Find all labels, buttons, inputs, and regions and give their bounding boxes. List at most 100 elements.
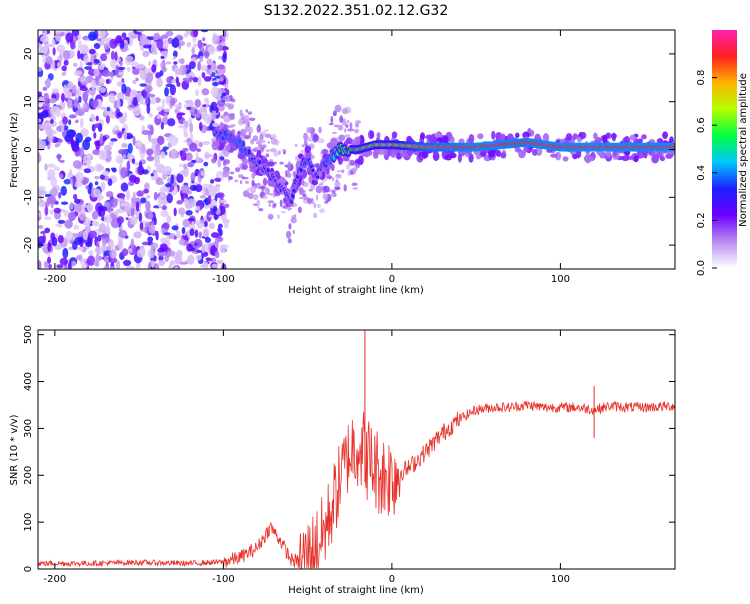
- spectrogram-noise-blob: [51, 236, 58, 247]
- spectrogram-noise-blob: [50, 119, 54, 124]
- spectrogram-noise-blob: [38, 139, 44, 149]
- spectrogram-noise-blob: [64, 90, 73, 99]
- spectrogram-trace-core: [311, 168, 315, 173]
- spectrogram-noise-blob: [223, 115, 230, 123]
- spectrogram-noise-blob: [240, 113, 245, 116]
- spectrogram-trace-halo: [468, 153, 474, 163]
- spectrogram-noise-blob: [222, 53, 227, 63]
- spectrogram-noise-blob: [72, 145, 80, 152]
- spectrogram-noise-blob: [87, 202, 93, 214]
- spectrogram-noise-blob: [153, 217, 157, 226]
- spectrogram-trace-core: [241, 141, 245, 147]
- spectrogram-noise-blob: [223, 167, 228, 176]
- spectrogram-noise-blob: [310, 154, 315, 160]
- spectrogram-noise-blob: [53, 166, 60, 172]
- spectrogram-noise-blob: [189, 228, 195, 237]
- spectrogram-noise-blob: [267, 213, 274, 220]
- spectrogram-noise-blob: [204, 154, 214, 158]
- spectrogram-noise-blob: [185, 209, 193, 216]
- spectrogram-noise-blob: [82, 91, 89, 102]
- spectrogram-noise-blob: [185, 79, 192, 83]
- spectrogram-noise-blob: [146, 104, 151, 115]
- spectrogram-noise-blob: [98, 64, 105, 71]
- spectrogram-noise-blob: [211, 122, 219, 128]
- spectrogram-noise-blob: [197, 39, 203, 49]
- spectrogram-noise-blob: [107, 178, 113, 186]
- spectrogram-noise-blob: [59, 159, 65, 163]
- spectrogram-noise-blob: [200, 219, 206, 223]
- snr-y-ticks: 0 100 200 300 400 500: [23, 325, 675, 572]
- spectrogram-noise-blob: [92, 210, 99, 220]
- spectrogram-noise-blob: [174, 254, 183, 265]
- spectrogram-noise-blob: [92, 149, 101, 156]
- spectrogram-noise-blob: [38, 96, 45, 106]
- spectrogram-noise-blob: [258, 143, 263, 148]
- spectrogram-noise-blob: [218, 55, 223, 60]
- spectrogram-trace-halo: [383, 147, 388, 157]
- spectrogram-noise-blob: [202, 37, 206, 42]
- spectrogram-trace-halo: [343, 155, 349, 162]
- spectrogram-x-tick-label: -100: [212, 274, 235, 285]
- spectrogram-trace-halo: [660, 156, 666, 162]
- spectrogram-noise-blob: [134, 111, 142, 116]
- spectrogram-noise-blob: [96, 84, 100, 92]
- spectrogram-noise-blob: [115, 64, 119, 75]
- spectrogram-noise-blob: [244, 180, 249, 184]
- spectrogram-noise-blob: [60, 123, 65, 133]
- spectrogram-noise-blob: [248, 117, 256, 121]
- spectrogram-noise-blob: [103, 265, 109, 269]
- spectrogram-noise-blob: [38, 185, 46, 191]
- colorbar-tick-label: 0.8: [696, 70, 707, 86]
- spectrogram-noise-blob: [45, 55, 53, 65]
- spectrogram-noise-blob: [335, 174, 342, 179]
- spectrogram-noise-blob: [98, 208, 106, 218]
- spectrogram-noise-blob: [57, 138, 64, 143]
- spectrogram-noise-blob: [75, 110, 84, 116]
- spectrogram-noise-blob: [126, 160, 131, 172]
- spectrogram-noise-blob: [252, 194, 259, 201]
- spectrogram-trace-halo: [572, 133, 578, 140]
- spectrogram-noise-blob: [158, 111, 166, 116]
- spectrogram-noise-blob: [49, 97, 57, 104]
- spectrogram-trace-halo: [419, 132, 426, 140]
- spectrogram-noise-blob: [93, 68, 100, 77]
- spectrogram-noise-blob: [82, 139, 91, 151]
- spectrogram-noise-blob: [310, 197, 314, 205]
- spectrogram-noise-blob: [203, 76, 212, 82]
- spectrogram-noise-blob: [197, 61, 201, 72]
- spectrogram-noise-blob: [328, 122, 335, 126]
- spectrogram-trace-halo: [636, 151, 641, 158]
- spectrogram-noise-blob: [165, 30, 174, 37]
- spectrogram-noise-blob: [172, 55, 176, 60]
- spectrogram-noise-blob: [57, 219, 66, 224]
- spectrogram-trace-halo: [602, 134, 608, 145]
- spectrogram-noise-blob: [287, 206, 291, 211]
- spectrogram-noise-blob: [71, 30, 80, 37]
- spectrogram-noise-blob: [219, 199, 227, 204]
- spectrogram-noise-blob: [180, 150, 187, 162]
- spectrogram-noise-blob: [184, 152, 193, 161]
- spectrogram-noise-blob: [100, 53, 108, 62]
- spectrogram-noise-blob: [44, 201, 50, 207]
- spectrogram-noise-blob: [151, 260, 155, 269]
- spectrogram-noise-blob: [140, 143, 146, 154]
- spectrogram-noise-blob: [60, 201, 69, 205]
- spectrogram-noise-blob: [237, 174, 244, 179]
- spectrogram-noise-blob: [206, 58, 213, 66]
- spectrogram-noise-blob: [174, 266, 179, 269]
- spectrogram-noise-blob: [216, 185, 220, 193]
- spectrogram-noise-blob: [203, 161, 209, 167]
- spectrogram-noise-blob: [170, 174, 174, 185]
- spectrogram-noise-blob: [247, 111, 253, 115]
- spectrogram-noise-blob: [71, 260, 77, 267]
- spectrogram-noise-blob: [85, 177, 90, 183]
- spectrogram-noise-blob: [128, 248, 133, 253]
- spectrogram-noise-blob: [131, 158, 136, 165]
- spectrogram-noise-blob: [245, 109, 249, 113]
- spectrogram-noise-blob: [84, 66, 92, 70]
- spectrogram-noise-blob: [64, 219, 73, 229]
- spectrogram-noise-blob: [66, 82, 73, 90]
- spectrogram-trace-halo: [373, 154, 379, 159]
- spectrogram-noise-blob: [158, 259, 166, 267]
- snr-panel: -200 -100 0 100 0 100 200 300 400 500 Height of …: [9, 325, 676, 596]
